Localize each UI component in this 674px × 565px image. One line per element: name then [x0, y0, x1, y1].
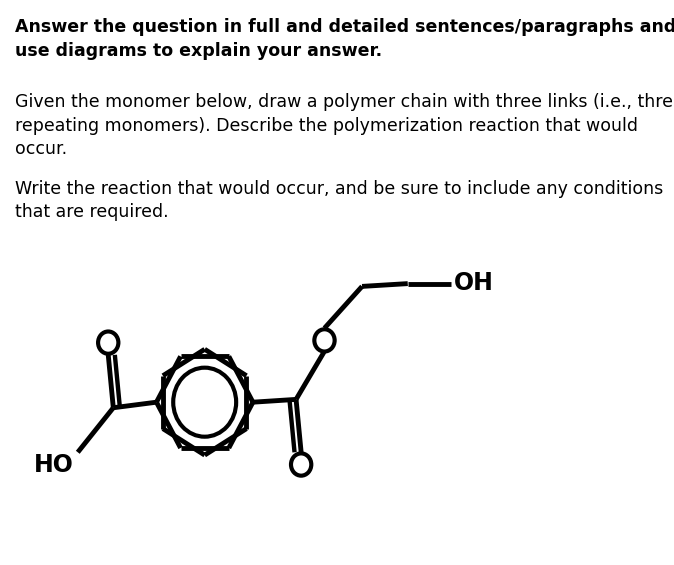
Text: Answer the question in full and detailed sentences/paragraphs and
use diagrams t: Answer the question in full and detailed… [16, 18, 674, 60]
Text: OH: OH [454, 271, 493, 295]
Text: Given the monomer below, draw a polymer chain with three links (i.e., three
repe: Given the monomer below, draw a polymer … [16, 93, 674, 158]
Text: Write the reaction that would occur, and be sure to include any conditions
that : Write the reaction that would occur, and… [16, 180, 664, 221]
Text: HO: HO [34, 453, 73, 477]
